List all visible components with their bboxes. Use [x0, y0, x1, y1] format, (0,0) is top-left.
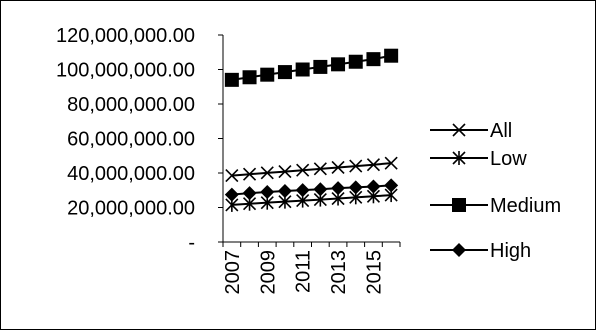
- data-point-high: [331, 181, 346, 196]
- series-line-all: [231, 162, 392, 177]
- data-point-all: [384, 156, 398, 170]
- x-tick-label: 2015: [363, 250, 385, 295]
- data-point-medium: [260, 67, 275, 82]
- marker-stroke: [278, 165, 292, 179]
- marker-stroke: [349, 159, 363, 173]
- legend-marker-all: [452, 123, 466, 137]
- marker-stroke: [313, 162, 327, 176]
- y-tick-label: 60,000,000.00: [67, 129, 195, 151]
- legend-label-medium: Medium: [490, 195, 561, 217]
- legend-marker-medium: [452, 198, 466, 212]
- series-high: [224, 178, 399, 202]
- legend-label-all: All: [490, 120, 512, 142]
- data-point-medium: [313, 59, 328, 74]
- data-point-medium: [331, 57, 346, 72]
- data-point-high: [366, 179, 381, 194]
- y-tick-label: 100,000,000.00: [56, 60, 195, 82]
- legend-item-medium: Medium: [430, 195, 561, 217]
- y-tick-label: 120,000,000.00: [56, 25, 195, 47]
- data-point-high: [242, 186, 257, 201]
- marker-stroke: [384, 156, 398, 170]
- data-point-all: [225, 169, 239, 183]
- y-tick-label: 80,000,000.00: [67, 94, 195, 116]
- series-medium: [224, 48, 399, 87]
- data-point-all: [349, 159, 363, 173]
- legend-label-low: Low: [490, 148, 527, 170]
- data-point-medium: [384, 48, 399, 63]
- marker-stroke: [366, 158, 381, 172]
- x-tick-label: 2013: [328, 250, 350, 295]
- marker-stroke: [331, 160, 345, 175]
- x-tick-label: 2007: [222, 250, 244, 295]
- y-tick-label: -: [188, 232, 195, 254]
- y-tick-label: 20,000,000.00: [67, 198, 195, 220]
- data-point-medium: [366, 52, 381, 67]
- x-tick-label: 2011: [293, 250, 315, 293]
- data-point-all: [260, 166, 274, 180]
- data-point-high: [224, 187, 239, 202]
- legend-marker-low: [452, 151, 466, 165]
- data-point-high: [295, 183, 310, 198]
- data-point-all: [331, 160, 345, 175]
- data-point-high: [384, 178, 399, 193]
- legend-marker-high: [452, 243, 466, 257]
- marker-stroke: [452, 123, 466, 137]
- legend-label-high: High: [490, 240, 531, 262]
- series-line-high: [231, 184, 392, 196]
- data-point-medium: [295, 62, 310, 77]
- data-point-high: [260, 184, 275, 199]
- data-point-all: [278, 165, 292, 179]
- data-point-all: [313, 162, 327, 176]
- data-point-medium: [348, 54, 363, 69]
- data-point-medium: [224, 72, 239, 87]
- legend-item-low: Low: [430, 148, 527, 170]
- plot-area: 120,000,000.00 100,000,000.00 80,000,000.0…: [56, 25, 401, 295]
- data-point-all: [296, 163, 310, 177]
- marker-stroke: [296, 163, 310, 177]
- marker-stroke: [242, 167, 257, 181]
- data-point-high: [348, 180, 363, 195]
- data-point-high: [313, 182, 328, 197]
- legend-item-all: All: [430, 120, 512, 142]
- series-line-low: [231, 194, 392, 206]
- marker-stroke: [225, 169, 239, 183]
- legend: All Low Medium High: [430, 120, 561, 262]
- y-tick-label: 40,000,000.00: [67, 163, 195, 185]
- legend-item-high: High: [430, 240, 531, 262]
- data-point-medium: [242, 70, 257, 85]
- data-point-high: [277, 183, 292, 198]
- series-all: [225, 156, 398, 183]
- data-point-all: [242, 167, 257, 181]
- x-tick-label: 2009: [257, 250, 279, 295]
- data-point-all: [366, 158, 381, 172]
- marker-stroke: [260, 166, 274, 180]
- series-line-medium: [231, 54, 392, 81]
- data-point-medium: [277, 65, 292, 80]
